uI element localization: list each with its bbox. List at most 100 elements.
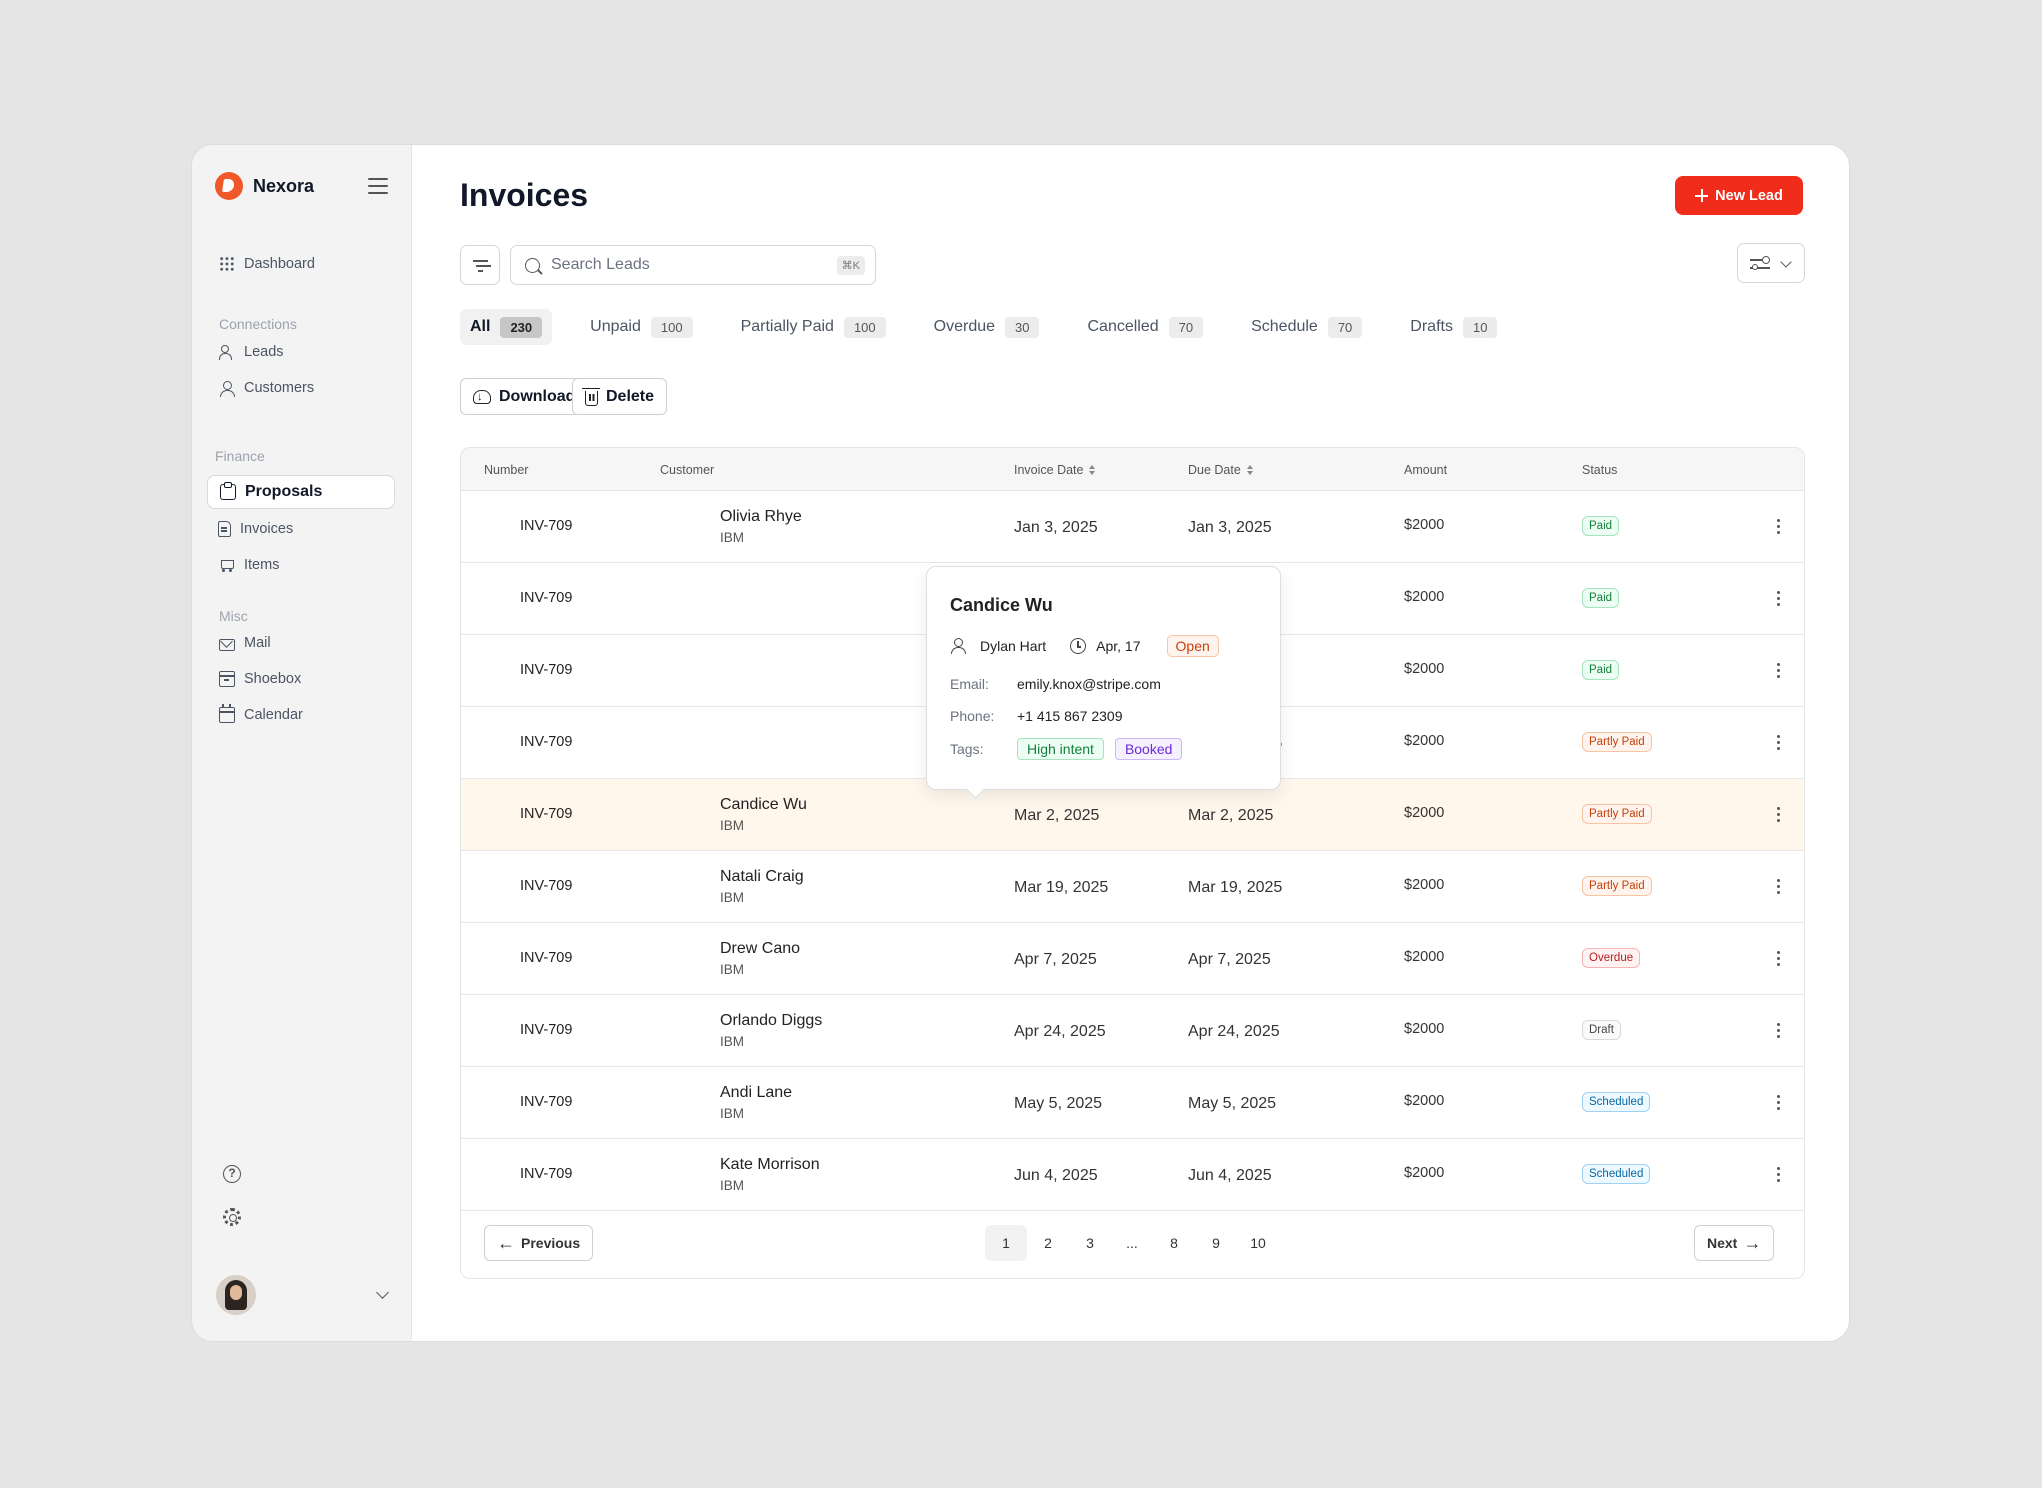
invoice-number: INV-709 xyxy=(520,662,573,678)
chevron-down-icon[interactable] xyxy=(376,1286,389,1299)
next-page-button[interactable]: Next → xyxy=(1694,1225,1775,1261)
brand-logo-icon xyxy=(215,172,243,200)
filter-button[interactable] xyxy=(460,245,500,285)
sidebar-item-shoebox[interactable]: Shoebox xyxy=(207,662,395,696)
customer-cell[interactable]: Drew Cano IBM xyxy=(720,940,800,977)
tab-count: 100 xyxy=(843,316,886,338)
tab-partially-paid[interactable]: Partially Paid 100 xyxy=(731,309,896,345)
user-icon xyxy=(950,638,966,654)
tab-overdue[interactable]: Overdue 30 xyxy=(924,309,1050,345)
page-number[interactable]: 10 xyxy=(1250,1235,1266,1251)
table-row[interactable]: INV-709 Olivia Rhye IBM Jan 3, 2025 Jan 3, 2… xyxy=(461,491,1804,563)
due-date: Jan 3, 2025 xyxy=(1188,519,1272,536)
amount: $2000 xyxy=(1404,589,1445,605)
delete-button[interactable]: Delete xyxy=(572,378,668,415)
email-label: Email: xyxy=(950,676,989,692)
more-options-icon[interactable] xyxy=(1776,950,1780,968)
brand[interactable]: Nexora xyxy=(215,172,314,200)
sidebar-item-leads[interactable]: Leads xyxy=(207,335,395,369)
search-input[interactable] xyxy=(551,256,811,274)
cart-icon xyxy=(219,557,235,573)
invoice-number: INV-709 xyxy=(520,806,573,822)
more-options-icon[interactable] xyxy=(1776,590,1780,608)
status-badge: Open xyxy=(1166,635,1219,657)
page-numbers: 1 2 3... 8 9 10 xyxy=(985,1225,1279,1261)
popover-date: Apr, 17 xyxy=(1096,638,1141,654)
tab-label: Cancelled xyxy=(1087,318,1159,335)
customer-cell[interactable]: Candice Wu IBM xyxy=(720,796,807,833)
page-number[interactable]: 2 xyxy=(1044,1235,1052,1251)
sidebar-item-customers[interactable]: Customers xyxy=(207,371,395,405)
settings-gear-icon[interactable] xyxy=(223,1208,241,1226)
more-options-icon[interactable] xyxy=(1776,518,1780,536)
table-row[interactable]: INV-709 Drew Cano IBM Apr 7, 2025 Apr 7, 202… xyxy=(461,923,1804,995)
invoice-date: May 5, 2025 xyxy=(1014,1095,1103,1112)
customer-cell[interactable]: Andi Lane IBM xyxy=(720,1084,792,1121)
tab-count: 70 xyxy=(1168,316,1204,338)
nav-group-connections: Connections xyxy=(219,316,297,332)
sidebar-item-label: Leads xyxy=(244,344,284,360)
clock-icon xyxy=(1070,638,1087,654)
view-options-button[interactable] xyxy=(1737,243,1805,283)
sidebar-item-proposals[interactable]: Proposals xyxy=(207,475,395,509)
sidebar-item-dashboard[interactable]: Dashboard xyxy=(207,247,395,281)
page-number[interactable]: 9 xyxy=(1212,1235,1220,1251)
phone-value[interactable]: +1 415 867 2309 xyxy=(1017,708,1123,724)
hamburger-menu-icon[interactable] xyxy=(368,176,388,196)
sidebar-item-items[interactable]: Items xyxy=(207,548,395,582)
column-header-invoice-date[interactable]: Invoice Date xyxy=(1014,463,1096,477)
more-options-icon[interactable] xyxy=(1776,1166,1780,1184)
tag[interactable]: High intent xyxy=(1017,738,1104,760)
user-icon xyxy=(219,380,235,397)
more-options-icon[interactable] xyxy=(1776,1022,1780,1040)
table-row[interactable]: INV-709 Kate Morrison IBM Jun 4, 2025 Jun 4,… xyxy=(461,1139,1804,1211)
column-header-due-date[interactable]: Due Date xyxy=(1188,463,1253,477)
page-number[interactable]: 1 xyxy=(985,1225,1027,1261)
previous-page-button[interactable]: ← Previous xyxy=(484,1225,594,1261)
table-row[interactable]: INV-709 Candice Wu IBM Mar 2, 2025 Mar 2, 20… xyxy=(461,779,1804,851)
more-options-icon[interactable] xyxy=(1776,734,1780,752)
customer-cell[interactable]: Olivia Rhye IBM xyxy=(720,508,802,545)
new-lead-button[interactable]: New Lead xyxy=(1675,176,1803,215)
help-icon[interactable]: ? xyxy=(223,1165,241,1183)
download-button[interactable]: Download xyxy=(460,378,589,415)
sidebar-item-label: Customers xyxy=(244,380,315,396)
table-row[interactable]: INV-709 Andi Lane IBM May 5, 2025 May 5, 202… xyxy=(461,1067,1804,1139)
due-date: Jun 4, 2025 xyxy=(1188,1167,1272,1184)
more-options-icon[interactable] xyxy=(1776,662,1780,680)
more-options-icon[interactable] xyxy=(1776,878,1780,896)
page-number[interactable]: 8 xyxy=(1170,1235,1178,1251)
sidebar-item-label: Mail xyxy=(244,635,271,651)
sidebar-item-label: Dashboard xyxy=(244,256,315,272)
email-value[interactable]: emily.knox@stripe.com xyxy=(1017,676,1161,692)
table-row[interactable]: INV-709 Natali Craig IBM Mar 19, 2025 Mar 19… xyxy=(461,851,1804,923)
page-title: Invoices xyxy=(460,177,589,213)
customer-cell[interactable]: Orlando Diggs IBM xyxy=(720,1012,822,1049)
tab-all[interactable]: All 230 xyxy=(460,309,553,345)
more-options-icon[interactable] xyxy=(1776,1094,1780,1112)
customer-cell[interactable]: Natali Craig IBM xyxy=(720,868,804,905)
amount: $2000 xyxy=(1404,877,1445,893)
invoice-number: INV-709 xyxy=(520,1094,573,1110)
sidebar-item-calendar[interactable]: Calendar xyxy=(207,698,395,732)
sidebar-item-invoices[interactable]: Invoices xyxy=(207,512,395,546)
page-number[interactable]: 3 xyxy=(1086,1235,1094,1251)
tab-schedule[interactable]: Schedule 70 xyxy=(1241,309,1372,345)
sort-icon xyxy=(1246,465,1253,475)
column-header-label: Invoice Date xyxy=(1014,463,1084,477)
customer-company: IBM xyxy=(720,1178,745,1193)
tab-unpaid[interactable]: Unpaid 100 xyxy=(580,309,702,345)
table-row[interactable]: INV-709 Orlando Diggs IBM Apr 24, 2025 Apr 2… xyxy=(461,995,1804,1067)
sliders-icon xyxy=(1750,256,1770,271)
customer-cell[interactable]: Kate Morrison IBM xyxy=(720,1156,820,1193)
sidebar-item-mail[interactable]: Mail xyxy=(207,626,395,660)
more-options-icon[interactable] xyxy=(1776,806,1780,824)
tag[interactable]: Booked xyxy=(1114,738,1183,760)
tab-count: 10 xyxy=(1462,316,1498,338)
trash-icon xyxy=(582,387,600,406)
avatar[interactable] xyxy=(216,1275,256,1315)
tab-cancelled[interactable]: Cancelled 70 xyxy=(1077,309,1213,345)
tab-drafts[interactable]: Drafts 10 xyxy=(1400,309,1507,345)
status-badge: Draft xyxy=(1582,1020,1621,1040)
